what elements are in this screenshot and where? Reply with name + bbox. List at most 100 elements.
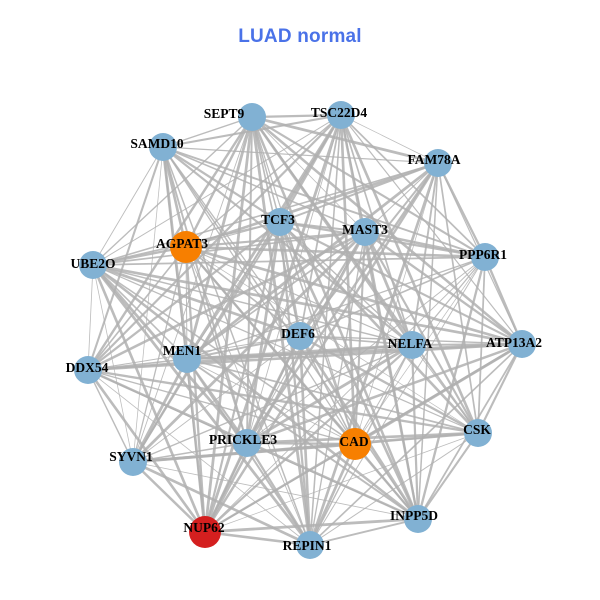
- node-circle-atp13a2[interactable]: [508, 330, 536, 358]
- node-circle-nelfa[interactable]: [398, 331, 426, 359]
- node-label-prickle3: PRICKLE3: [209, 432, 278, 447]
- network-node-men1[interactable]: MEN1: [163, 343, 201, 373]
- network-edge: [87, 369, 134, 463]
- network-edge: [92, 263, 301, 338]
- network-node-atp13a2[interactable]: ATP13A2: [486, 330, 542, 358]
- network-edge: [250, 116, 420, 520]
- network-node-tcf3[interactable]: TCF3: [261, 208, 295, 236]
- network-edge: [92, 263, 523, 346]
- network-edge: [246, 441, 356, 446]
- node-label-csk: CSK: [463, 422, 491, 437]
- network-edge: [299, 335, 413, 346]
- network-node-inpp5d[interactable]: INPP5D: [390, 505, 438, 533]
- network-node-ppp6r1[interactable]: PPP6R1: [459, 243, 507, 271]
- network-edge: [279, 221, 413, 346]
- node-circle-prickle3[interactable]: [233, 429, 261, 457]
- network-edge: [185, 358, 207, 533]
- node-circle-inpp5d[interactable]: [404, 505, 432, 533]
- network-edge: [87, 114, 342, 371]
- network-node-prickle3[interactable]: PRICKLE3: [209, 429, 278, 457]
- network-node-tsc22d4[interactable]: TSC22D4: [311, 101, 368, 129]
- node-circle-sept9[interactable]: [238, 103, 266, 131]
- network-edge: [92, 264, 134, 463]
- network-edge: [162, 116, 253, 148]
- network-edge: [477, 343, 523, 434]
- network-edge: [87, 358, 188, 371]
- node-label-nup62: NUP62: [183, 520, 224, 535]
- node-label-ddx54: DDX54: [66, 360, 109, 375]
- node-label-fam78a: FAM78A: [408, 152, 461, 167]
- node-circle-agpat3[interactable]: [170, 231, 202, 263]
- node-circle-syvn1[interactable]: [119, 448, 147, 476]
- network-edge: [364, 230, 486, 259]
- network-edge: [132, 461, 419, 520]
- node-label-ube2o: UBE2O: [70, 256, 115, 271]
- network-node-cad[interactable]: CAD: [339, 428, 371, 460]
- node-label-def6: DEF6: [281, 326, 315, 341]
- network-edge: [364, 162, 439, 233]
- node-circle-cad[interactable]: [339, 428, 371, 460]
- network-edge: [87, 369, 356, 445]
- network-edge: [185, 230, 366, 249]
- node-circle-fam78a[interactable]: [424, 149, 452, 177]
- network-edge: [364, 231, 479, 434]
- network-node-nup62[interactable]: NUP62: [183, 516, 225, 548]
- node-circle-ube2o[interactable]: [79, 251, 107, 279]
- node-label-repin1: REPIN1: [283, 538, 332, 553]
- network-edge: [87, 368, 479, 435]
- network-edge: [92, 146, 164, 266]
- network-edge: [184, 246, 207, 533]
- node-circle-ddx54[interactable]: [74, 356, 102, 384]
- edge-layer: [86, 113, 524, 547]
- node-circle-mast3[interactable]: [351, 218, 379, 246]
- network-edge: [132, 442, 248, 463]
- network-edge: [251, 116, 479, 434]
- node-circle-def6[interactable]: [286, 322, 314, 350]
- network-edge: [132, 246, 187, 463]
- network-edge: [87, 264, 94, 371]
- network-edge: [186, 358, 419, 520]
- network-node-def6[interactable]: DEF6: [281, 322, 315, 350]
- network-edge: [363, 231, 420, 520]
- network-edge: [298, 335, 420, 520]
- network-edge: [162, 146, 366, 233]
- network-edge: [411, 256, 486, 346]
- node-label-mast3: MAST3: [342, 222, 388, 237]
- network-edge: [204, 432, 479, 533]
- node-circle-repin1[interactable]: [296, 531, 324, 559]
- network-edge: [162, 146, 439, 164]
- network-node-ube2o[interactable]: UBE2O: [70, 251, 116, 279]
- network-edge: [364, 231, 523, 345]
- node-circle-ppp6r1[interactable]: [471, 243, 499, 271]
- network-node-samd10[interactable]: SAMD10: [130, 133, 184, 161]
- node-label-nelfa: NELFA: [388, 336, 433, 351]
- node-circle-samd10[interactable]: [149, 133, 177, 161]
- node-label-sept9: SEPT9: [204, 106, 245, 121]
- network-edge: [354, 162, 439, 445]
- node-circle-nup62[interactable]: [189, 516, 221, 548]
- network-node-repin1[interactable]: REPIN1: [283, 531, 332, 559]
- network-edge: [185, 246, 413, 346]
- network-edge: [340, 114, 523, 345]
- network-node-nelfa[interactable]: NELFA: [388, 331, 433, 359]
- network-edge: [416, 256, 487, 520]
- node-circle-csk[interactable]: [464, 419, 492, 447]
- node-circle-men1[interactable]: [173, 345, 201, 373]
- network-edge: [339, 114, 357, 445]
- network-node-sept9[interactable]: SEPT9: [204, 103, 266, 131]
- network-edge: [92, 162, 439, 266]
- network-node-fam78a[interactable]: FAM78A: [408, 149, 461, 177]
- network-edge: [354, 443, 419, 520]
- node-circle-tcf3[interactable]: [266, 208, 294, 236]
- network-edge: [91, 264, 312, 546]
- network-node-ddx54[interactable]: DDX54: [66, 356, 109, 384]
- network-node-agpat3[interactable]: AGPAT3: [156, 231, 208, 263]
- network-node-syvn1[interactable]: SYVN1: [109, 448, 153, 476]
- network-edge: [417, 432, 479, 520]
- network-node-mast3[interactable]: MAST3: [342, 218, 388, 246]
- node-circle-tsc22d4[interactable]: [327, 101, 355, 129]
- network-edge: [186, 335, 301, 360]
- network-node-csk[interactable]: CSK: [463, 419, 492, 447]
- network-edge: [203, 221, 282, 533]
- network-edge: [185, 246, 479, 434]
